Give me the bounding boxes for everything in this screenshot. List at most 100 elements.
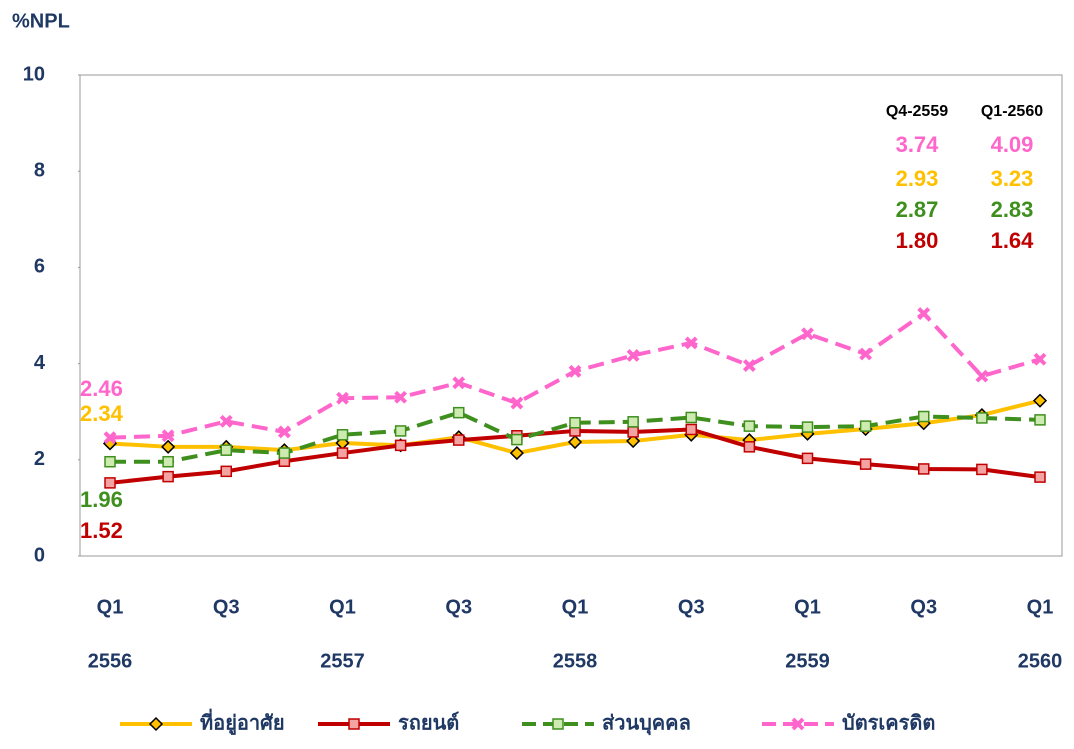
marker bbox=[394, 439, 407, 452]
legend-label: รถยนต์ bbox=[398, 711, 459, 735]
legend-label: ส่วนบุคคล bbox=[602, 711, 691, 736]
marker bbox=[394, 390, 408, 404]
marker bbox=[162, 470, 174, 483]
x-tick-label: Q3 bbox=[213, 596, 240, 618]
y-tick-label: 8 bbox=[34, 159, 45, 181]
marker bbox=[219, 414, 233, 428]
marker bbox=[1032, 393, 1048, 408]
y-tick-label: 10 bbox=[23, 63, 45, 85]
marker bbox=[453, 406, 465, 419]
marker bbox=[743, 420, 756, 432]
marker bbox=[569, 417, 581, 429]
marker bbox=[859, 420, 872, 432]
y-tick-label: 4 bbox=[34, 352, 46, 374]
marker bbox=[975, 369, 989, 383]
marker bbox=[976, 463, 988, 476]
marker bbox=[104, 477, 116, 489]
marker bbox=[1033, 352, 1047, 366]
marker bbox=[452, 376, 466, 390]
legend-item: ที่อยู่อาศัย bbox=[120, 708, 285, 737]
marker bbox=[220, 444, 232, 456]
x-group-label: 2559 bbox=[785, 650, 830, 672]
marker bbox=[627, 416, 639, 428]
marker bbox=[1034, 471, 1046, 483]
marker bbox=[509, 446, 524, 461]
x-tick-label: Q3 bbox=[445, 596, 472, 618]
marker bbox=[627, 426, 639, 438]
data-label: 3.74 bbox=[896, 132, 940, 157]
marker bbox=[336, 429, 349, 441]
marker bbox=[104, 455, 116, 468]
legend-item: ส่วนบุคคล bbox=[522, 711, 691, 736]
marker bbox=[918, 463, 930, 475]
data-label: 2.83 bbox=[991, 197, 1034, 222]
marker bbox=[801, 421, 814, 433]
marker bbox=[277, 425, 291, 439]
data-label: 2.46 bbox=[80, 376, 123, 401]
data-label: 1.80 bbox=[896, 228, 939, 253]
x-tick-label: Q1 bbox=[1027, 596, 1054, 618]
marker bbox=[511, 433, 523, 446]
marker bbox=[510, 396, 524, 410]
x-tick-label: Q1 bbox=[794, 596, 821, 618]
x-group-label: 2560 bbox=[1018, 650, 1063, 672]
plot-frame bbox=[79, 74, 1063, 557]
marker bbox=[801, 327, 814, 341]
marker bbox=[859, 458, 872, 470]
legend-marker bbox=[148, 716, 164, 732]
marker bbox=[278, 447, 291, 459]
marker bbox=[567, 434, 583, 450]
annotation-header: Q1-2560 bbox=[981, 103, 1043, 120]
data-label: 2.34 bbox=[80, 401, 124, 426]
marker bbox=[685, 423, 697, 436]
data-label: 3.23 bbox=[991, 166, 1034, 191]
data-label: 1.52 bbox=[80, 518, 123, 543]
data-label: 2.93 bbox=[896, 166, 939, 191]
marker bbox=[684, 336, 698, 350]
legend-marker bbox=[348, 718, 360, 730]
marker bbox=[742, 359, 756, 372]
legend-item: รถยนต์ bbox=[318, 711, 459, 735]
legend-item: บัตรเครดิต bbox=[762, 711, 935, 735]
marker bbox=[1034, 414, 1046, 426]
data-label: 1.96 bbox=[80, 487, 123, 512]
x-group-label: 2557 bbox=[320, 650, 365, 672]
x-tick-label: Q3 bbox=[910, 596, 937, 618]
marker bbox=[336, 447, 349, 459]
marker bbox=[859, 347, 873, 361]
marker bbox=[917, 307, 931, 320]
marker bbox=[685, 411, 697, 424]
x-tick-label: Q1 bbox=[97, 596, 124, 618]
x-group-label: 2558 bbox=[553, 650, 598, 672]
marker bbox=[918, 410, 930, 423]
marker bbox=[453, 434, 465, 446]
marker bbox=[336, 391, 349, 405]
marker bbox=[801, 452, 814, 465]
x-tick-label: Q3 bbox=[678, 596, 705, 618]
marker bbox=[976, 412, 988, 424]
x-tick-label: Q1 bbox=[562, 596, 589, 618]
y-axis-title: %NPL bbox=[12, 10, 70, 32]
legend-label: บัตรเครดิต bbox=[842, 711, 935, 735]
marker bbox=[162, 455, 174, 468]
marker bbox=[568, 364, 582, 378]
marker bbox=[220, 465, 232, 478]
series bbox=[104, 423, 1046, 489]
data-label: 2.87 bbox=[896, 197, 939, 222]
marker bbox=[103, 431, 117, 445]
marker bbox=[394, 425, 407, 437]
x-tick-label: Q1 bbox=[329, 596, 356, 618]
marker bbox=[161, 429, 175, 443]
legend-label: ที่อยู่อาศัย bbox=[200, 708, 285, 737]
marker bbox=[626, 433, 641, 449]
y-tick-label: 2 bbox=[34, 448, 45, 470]
marker bbox=[161, 439, 176, 454]
y-tick-label: 6 bbox=[34, 256, 45, 278]
annotation-header: Q4-2559 bbox=[886, 103, 948, 120]
marker bbox=[743, 441, 756, 453]
y-tick-label: 0 bbox=[34, 544, 45, 566]
series bbox=[103, 307, 1047, 445]
legend-marker bbox=[552, 718, 564, 730]
x-group-label: 2556 bbox=[88, 650, 133, 672]
